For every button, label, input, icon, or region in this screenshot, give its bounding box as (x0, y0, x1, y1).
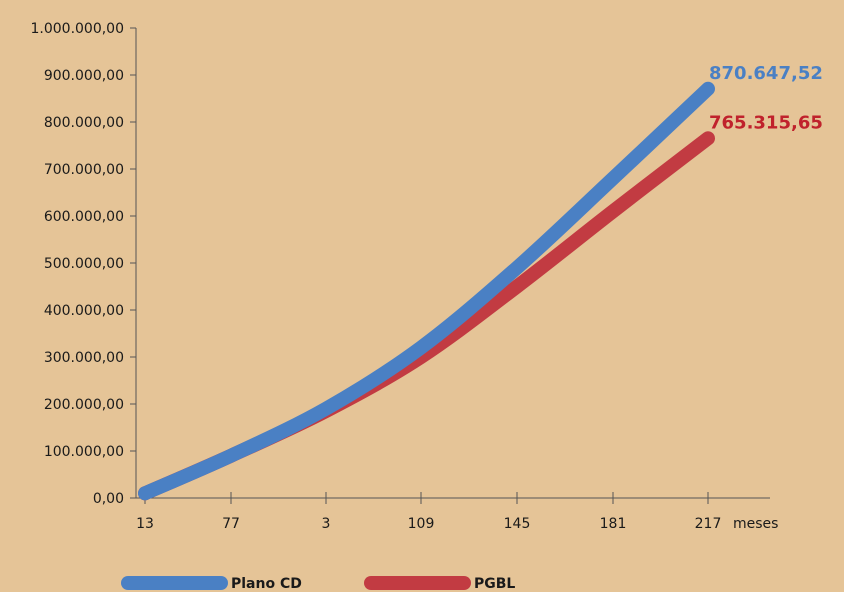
x-tick-label: 3 (322, 516, 331, 532)
x-tick-label: 77 (222, 516, 240, 532)
legend: Plano CD PGBL (121, 576, 515, 592)
y-tick-label: 700.000,00 (44, 162, 124, 178)
end-label-pgbl: 765.315,65 (709, 112, 823, 133)
end-labels: 870.647,52 765.315,65 (709, 63, 823, 134)
x-tick-label: 13 (136, 516, 154, 532)
y-tick-label: 300.000,00 (44, 350, 124, 366)
y-tick-label: 500.000,00 (44, 256, 124, 272)
y-tick-label: 800.000,00 (44, 115, 124, 131)
y-tick-label: 200.000,00 (44, 397, 124, 413)
y-tick-labels: 0,00 100.000,00 200.000,00 300.000,00 400.00… (30, 21, 136, 507)
x-tick-label: 181 (600, 516, 627, 532)
legend-label-plano-cd: Plano CD (231, 576, 302, 592)
y-tick-label: 900.000,00 (44, 68, 124, 84)
y-tick-label: 400.000,00 (44, 303, 124, 319)
x-tick-label: 109 (408, 516, 435, 532)
x-tick-labels: 13 77 3 109 145 181 217 (136, 492, 721, 532)
y-tick-label: 0,00 (93, 491, 124, 507)
y-tick-label: 100.000,00 (44, 444, 124, 460)
x-axis-unit-label: meses (733, 516, 778, 532)
x-tick-label: 217 (695, 516, 722, 532)
y-tick-label: 600.000,00 (44, 209, 124, 225)
series-line-plano-cd (138, 81, 715, 501)
series-lines (138, 81, 715, 501)
legend-label-pgbl: PGBL (474, 576, 515, 592)
x-tick-label: 145 (504, 516, 531, 532)
end-label-plano-cd: 870.647,52 (709, 63, 823, 84)
y-tick-label: 1.000.000,00 (30, 21, 124, 37)
axes (135, 28, 770, 499)
series-line-pgbl (138, 131, 715, 501)
